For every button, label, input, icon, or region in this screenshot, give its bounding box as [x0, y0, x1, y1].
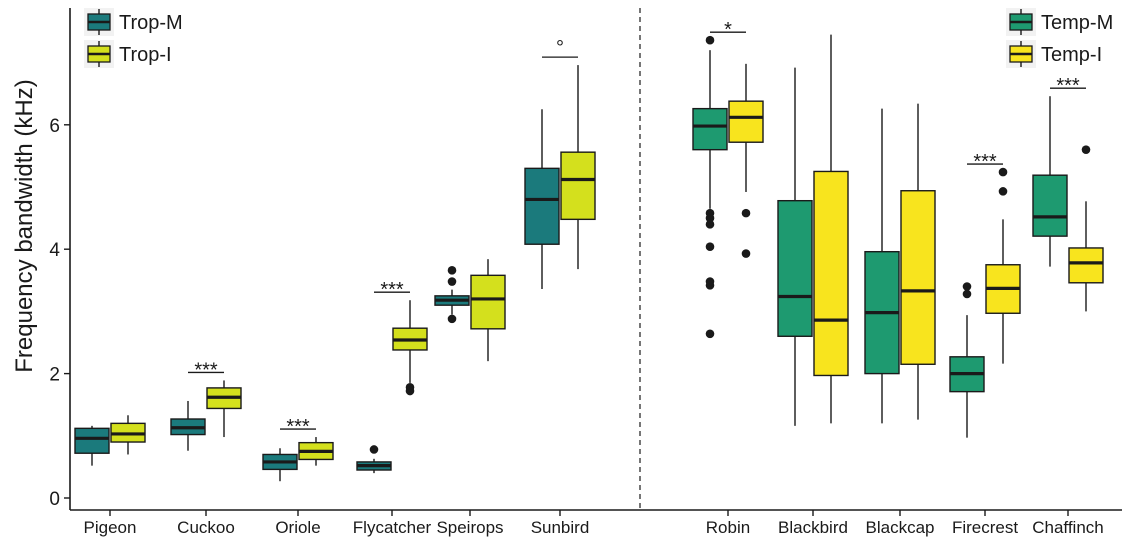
x-tick-label: Sunbird: [531, 518, 590, 537]
outlier-point: [705, 35, 715, 45]
x-tick-label: Chaffinch: [1032, 518, 1104, 537]
outlier-point: [962, 289, 972, 299]
boxes: *********°*******: [74, 19, 1104, 482]
box-trop-m: [74, 427, 110, 454]
y-tick-label: 4: [49, 240, 60, 261]
box-temp-i: [813, 170, 849, 377]
y-axis-label: Frequency bandwidth (kHz): [11, 79, 38, 372]
significance-label: ***: [973, 151, 997, 173]
outlier-point: [1081, 145, 1091, 154]
box-temp-i: [728, 100, 764, 143]
box-temp-i: [900, 190, 936, 365]
legend-key-trop-m: [84, 8, 114, 36]
legend-label: Trop-I: [119, 44, 172, 66]
y-tick-label: 0: [49, 489, 60, 510]
box-temp-m: [777, 199, 813, 337]
significance-label: °: [556, 37, 564, 59]
outlier-point: [369, 445, 379, 454]
significance-label: ***: [1056, 75, 1080, 97]
box-trop-m: [524, 167, 560, 245]
outlier-point: [705, 208, 715, 218]
x-tick-label: Flycatcher: [353, 518, 432, 537]
outlier-point: [705, 220, 715, 229]
legends: Trop-M Trop-I Temp-M Temp-I: [84, 8, 1113, 68]
outlier-point: [705, 242, 715, 252]
outlier-point: [705, 329, 715, 339]
outlier-point: [741, 208, 751, 218]
x-tick-label: Blackbird: [778, 518, 848, 537]
y-tick-label: 2: [49, 365, 60, 386]
x-tick-label: Speirops: [436, 518, 503, 537]
significance-label: ***: [286, 416, 310, 438]
outlier-point: [447, 277, 457, 286]
x-tick-label: Pigeon: [84, 518, 137, 537]
x-tick-label: Firecrest: [952, 518, 1018, 537]
axes: 0 2 4 6 Pigeon Cuckoo Oriole Flycatcher Speirops…: [49, 8, 1122, 537]
legend-key-temp-i: [1006, 40, 1036, 68]
x-tick-label: Oriole: [275, 518, 320, 537]
box-trop-i: [470, 274, 506, 330]
outlier-point: [962, 282, 972, 291]
outlier-point: [405, 382, 415, 392]
x-tick-label: Robin: [706, 518, 750, 537]
significance-label: ***: [380, 279, 404, 301]
box-trop-i: [560, 151, 596, 221]
box-temp-m: [1032, 174, 1068, 237]
legend-label: Temp-I: [1041, 44, 1102, 66]
x-tick-label: Blackcap: [866, 518, 935, 537]
outlier-point: [705, 277, 715, 286]
outlier-point: [998, 187, 1008, 196]
box-temp-m: [692, 107, 728, 151]
legend-label: Trop-M: [119, 12, 183, 34]
y-tick-label: 6: [49, 116, 60, 137]
outlier-point: [741, 249, 751, 258]
legend-label: Temp-M: [1041, 12, 1113, 34]
x-tick-label: Cuckoo: [177, 518, 235, 537]
legend-key-temp-m: [1006, 8, 1036, 36]
outlier-point: [447, 266, 457, 275]
legend-key-trop-i: [84, 40, 114, 68]
outlier-point: [998, 167, 1008, 177]
significance-label: *: [724, 19, 732, 41]
significance-label: ***: [194, 359, 218, 381]
box-temp-i: [1068, 247, 1104, 284]
outlier-point: [447, 314, 457, 324]
